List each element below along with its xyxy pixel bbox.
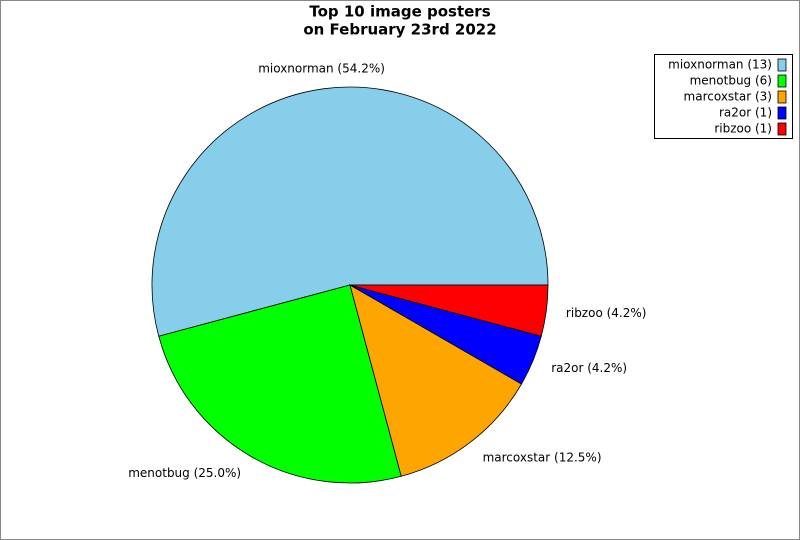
pie-slice <box>349 284 549 337</box>
legend-box <box>654 54 793 139</box>
chart-title: Top 10 image posters <box>309 3 490 21</box>
legend-label: menotbug (6) <box>690 74 772 88</box>
legend-label: ra2or (1) <box>719 106 772 120</box>
legend-swatch <box>777 106 787 120</box>
slice-label: menotbug (25.0%) <box>128 466 241 480</box>
pie-slice <box>151 86 549 337</box>
legend-swatch <box>777 74 787 88</box>
legend-swatch <box>777 90 787 104</box>
legend-label: ribzoo (1) <box>714 122 772 136</box>
slice-label: ra2or (4.2%) <box>551 361 627 375</box>
slice-label: marcoxstar (12.5%) <box>483 450 602 464</box>
legend-swatch <box>777 58 787 72</box>
legend-swatch <box>777 122 787 136</box>
pie-slice <box>158 284 402 484</box>
slice-label: mioxnorman (54.2%) <box>258 62 385 76</box>
legend-label: marcoxstar (3) <box>684 90 772 104</box>
pie-slice <box>349 284 523 477</box>
slice-label: ribzoo (4.2%) <box>566 306 647 320</box>
chart-title: on February 23rd 2022 <box>303 21 496 39</box>
legend-label: mioxnorman (13) <box>668 58 772 72</box>
